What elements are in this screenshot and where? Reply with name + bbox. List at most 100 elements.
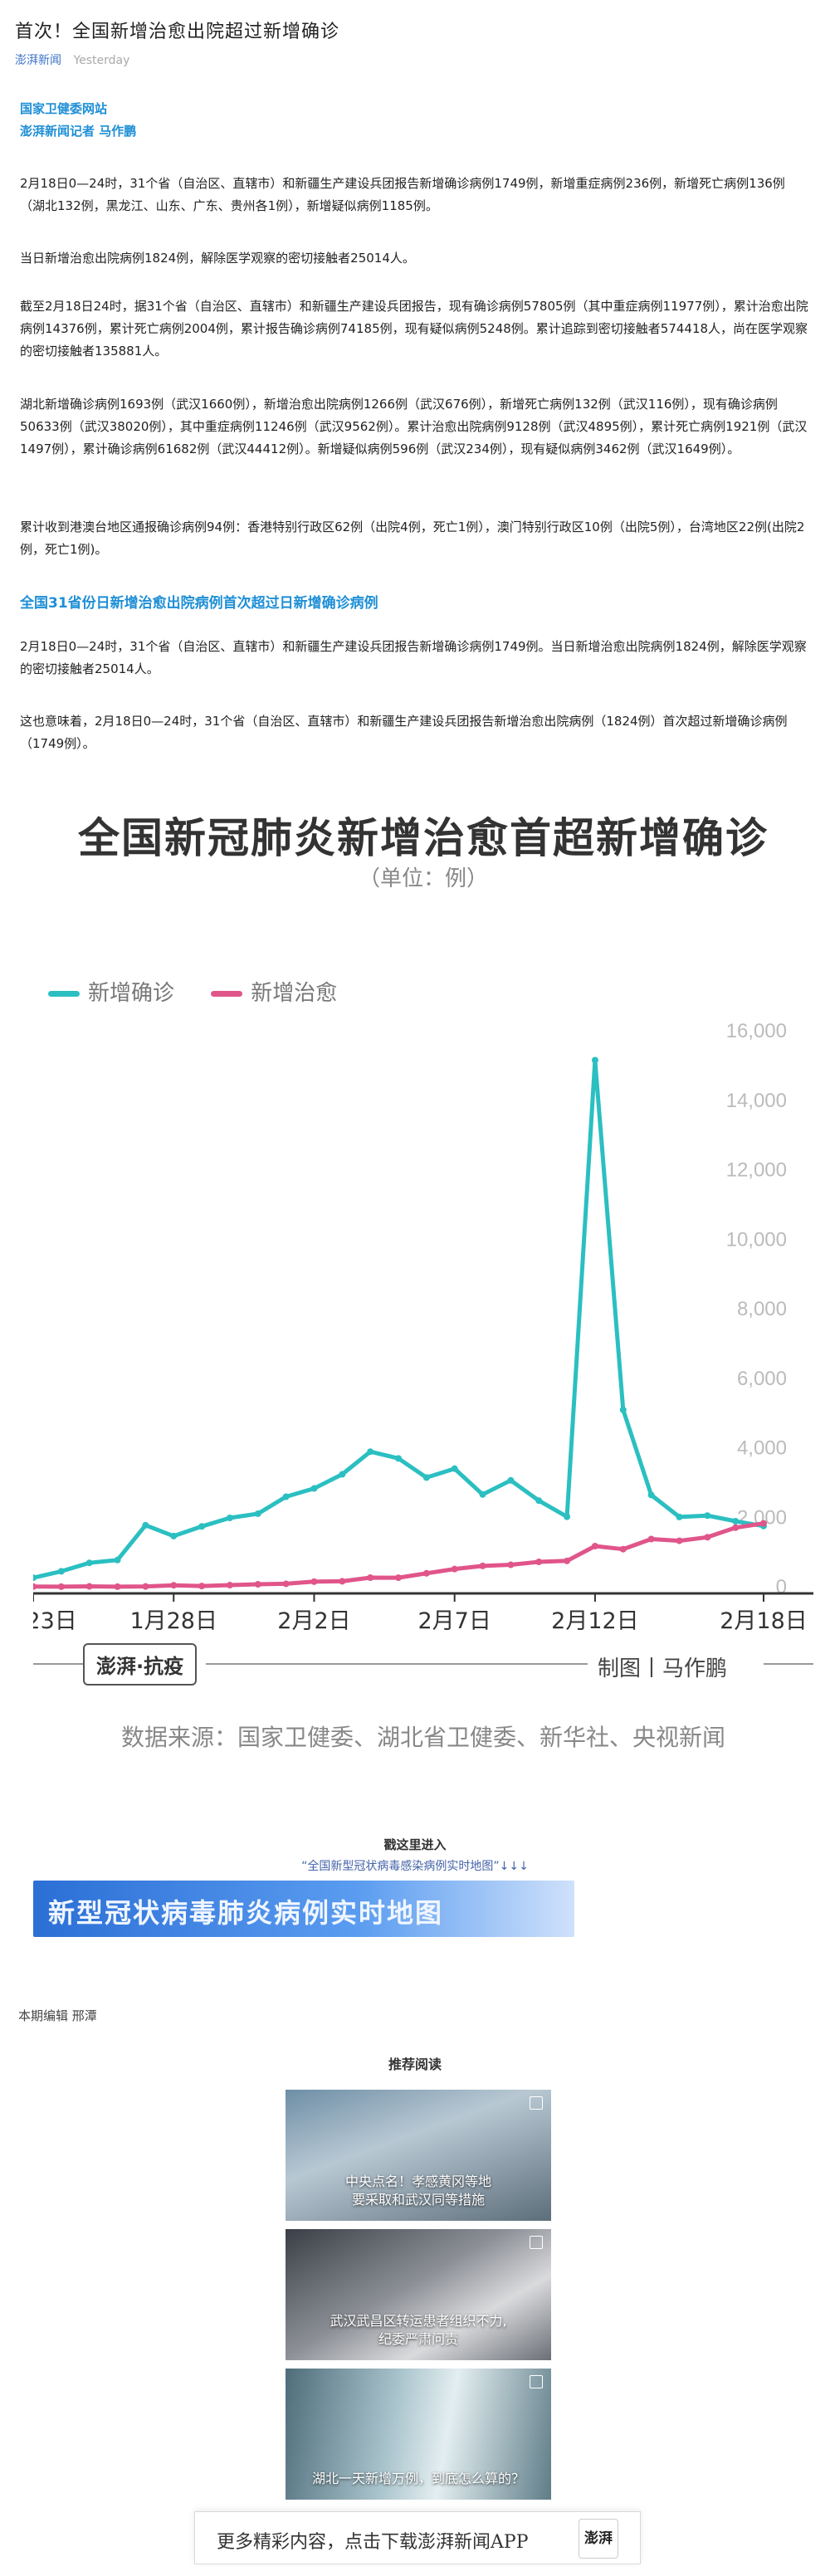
recommend-card[interactable]: 湖北一天新增万例，到底怎么算的？ <box>286 2369 551 2500</box>
data-point <box>648 1536 655 1543</box>
editor-credit: 本期编辑 邢潭 <box>18 2007 97 2024</box>
recommend-caption: 中央点名！孝感黄冈等地 要采取和武汉同等措施 <box>286 2173 551 2209</box>
data-point <box>142 1583 149 1590</box>
data-point <box>170 1533 177 1539</box>
chart-credit: 制图丨马作鹏 <box>598 1651 727 1682</box>
data-point <box>592 1057 598 1064</box>
paragraph: 2月18日0—24时，31个省（自治区、直辖市）和新疆生产建设兵团报告新增确诊病… <box>20 173 808 217</box>
tag-icon <box>530 2236 543 2249</box>
recommend-card[interactable]: 中央点名！孝感黄冈等地 要采取和武汉同等措施 <box>286 2090 551 2221</box>
x-tick-label: 2月12日 <box>551 1608 639 1634</box>
data-point <box>620 1546 627 1553</box>
data-point <box>535 1497 542 1504</box>
data-point <box>395 1455 402 1461</box>
recommend-caption: 湖北一天新增万例，到底怎么算的？ <box>286 2470 551 2488</box>
data-point <box>86 1583 93 1590</box>
data-point <box>676 1514 682 1520</box>
data-point <box>142 1522 149 1529</box>
y-tick-label: 10,000 <box>726 1228 787 1251</box>
recommend-caption: 武汉武昌区转运患者组织不力, 纪委严肃问责 <box>286 2312 551 2349</box>
data-point <box>339 1471 345 1478</box>
byline-org: 国家卫健委网站 <box>20 98 808 120</box>
map-banner[interactable]: 新型冠状病毒肺炎病例实时地图 <box>33 1881 574 1937</box>
y-tick-label: 4,000 <box>737 1437 787 1460</box>
data-point <box>283 1494 290 1500</box>
data-point <box>339 1578 345 1584</box>
publish-time: Yesterday <box>73 54 129 67</box>
data-point <box>115 1583 121 1590</box>
data-point <box>310 1578 317 1585</box>
x-tick-label: 1月23日 <box>33 1608 77 1634</box>
tag-icon <box>530 2375 543 2388</box>
y-tick-label: 16,000 <box>726 1020 787 1042</box>
paragraph: 累计收到港澳台地区通报确诊病例94例：香港特别行政区62例（出院4例，死亡1例）… <box>20 516 808 561</box>
byline: 国家卫健委网站 澎湃新闻记者 马作鹏 <box>20 98 808 143</box>
data-point <box>480 1563 486 1569</box>
y-tick-label: 6,000 <box>737 1368 787 1390</box>
data-point <box>507 1477 514 1484</box>
data-point <box>676 1538 682 1544</box>
tag-icon <box>530 2096 543 2110</box>
data-point <box>310 1486 317 1492</box>
data-point <box>86 1559 93 1566</box>
data-point <box>704 1512 710 1519</box>
x-tick-label: 2月18日 <box>720 1608 808 1634</box>
paragraph: 2月18日0—24时，31个省（自治区、直辖市）和新疆生产建设兵团报告新增确诊病… <box>20 636 808 681</box>
source-link[interactable]: 澎湃新闻 <box>15 54 61 67</box>
data-point <box>423 1570 430 1577</box>
x-tick-label: 2月2日 <box>277 1608 350 1634</box>
y-tick-label: 8,000 <box>737 1298 787 1320</box>
x-tick-label: 2月7日 <box>418 1608 491 1634</box>
chart-plot: 02,0004,0006,0008,00010,00012,00014,0001… <box>33 772 813 1635</box>
y-tick-label: 14,000 <box>726 1090 787 1112</box>
section-heading: 全国31省份日新增治愈出院病例首次超过日新增确诊病例 <box>20 591 378 612</box>
data-point <box>452 1566 458 1573</box>
app-logo: 澎湃 <box>579 2519 618 2559</box>
data-point <box>732 1518 739 1525</box>
map-banner-label: 新型冠状病毒肺炎病例实时地图 <box>48 1892 443 1930</box>
data-point <box>564 1514 570 1520</box>
byline-reporter: 澎湃新闻记者 马作鹏 <box>20 120 808 143</box>
article-meta: 澎湃新闻 Yesterday <box>15 51 129 68</box>
y-tick-label: 12,000 <box>726 1159 787 1182</box>
data-point <box>283 1580 290 1587</box>
data-point <box>564 1558 570 1564</box>
divider <box>206 1663 588 1665</box>
data-point <box>480 1491 486 1498</box>
data-point <box>58 1568 65 1574</box>
data-point <box>115 1557 121 1564</box>
line-chart: 全国新冠肺炎新增治愈首超新增确诊 （单位：例） 新增确诊 新增治愈 0 2,000… <box>33 772 813 1768</box>
data-point <box>198 1523 205 1530</box>
data-point <box>395 1574 402 1581</box>
data-point <box>732 1525 739 1531</box>
data-point <box>198 1583 205 1589</box>
map-link-subtitle[interactable]: “全国新型冠状病毒感染病例实时地图”↓↓↓ <box>0 1857 830 1874</box>
data-point <box>507 1562 514 1569</box>
data-point <box>760 1520 767 1527</box>
chart-source: 数据来源：国家卫健委、湖北省卫健委、新华社、央视新闻 <box>33 1720 813 1753</box>
article-title: 首次！全国新增治愈出院超过新增确诊 <box>15 17 339 43</box>
paragraph: 截至2月18日24时，据31个省（自治区、直辖市）和新疆生产建设兵团报告，现有确… <box>20 295 808 363</box>
map-link-title: 戳这里进入 <box>0 1836 830 1853</box>
recommend-card[interactable]: 武汉武昌区转运患者组织不力, 纪委严肃问责 <box>286 2229 551 2360</box>
y-tick-label: 0 <box>776 1576 787 1598</box>
paragraph: 湖北新增确诊病例1693例（武汉1660例），新增治愈出院病例1266例（武汉6… <box>20 393 808 461</box>
divider <box>33 1663 83 1665</box>
data-point <box>367 1574 374 1581</box>
paragraph: 当日新增治愈出院病例1824例，解除医学观察的密切接触者25014人。 <box>20 247 808 270</box>
data-point <box>423 1474 430 1481</box>
recommend-title: 推荐阅读 <box>0 2053 830 2073</box>
paragraph: 这也意味着，2月18日0—24时，31个省（自治区、直辖市）和新疆生产建设兵团报… <box>20 710 808 755</box>
data-point <box>170 1582 177 1588</box>
download-app-bar[interactable]: 更多精彩内容，点击下载澎湃新闻APP 澎湃 <box>194 2511 641 2564</box>
brand-logo: 澎湃·抗疫 <box>83 1643 197 1686</box>
divider <box>764 1663 813 1665</box>
data-point <box>367 1448 374 1455</box>
data-point <box>704 1534 710 1540</box>
plot-background <box>33 1027 813 1587</box>
data-point <box>255 1581 261 1588</box>
x-tick-label: 1月28日 <box>129 1608 217 1634</box>
data-point <box>227 1515 233 1521</box>
download-app-text: 更多精彩内容，点击下载澎湃新闻APP <box>217 2527 529 2554</box>
data-point <box>535 1559 542 1565</box>
